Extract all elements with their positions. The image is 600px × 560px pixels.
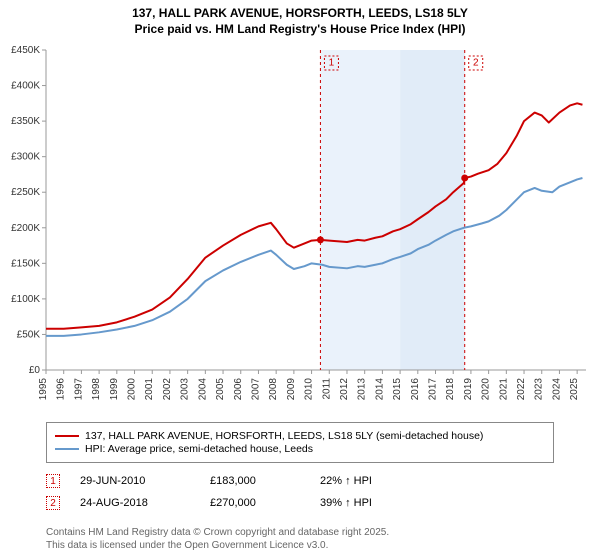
svg-text:2020: 2020 — [481, 378, 492, 401]
svg-text:2010: 2010 — [304, 378, 315, 401]
svg-text:£450K: £450K — [11, 45, 40, 56]
svg-text:2005: 2005 — [215, 378, 226, 401]
svg-text:£50K: £50K — [17, 329, 41, 340]
svg-text:£400K: £400K — [11, 81, 40, 92]
svg-text:2018: 2018 — [445, 378, 456, 401]
footer-line: This data is licensed under the Open Gov… — [46, 539, 389, 552]
legend-swatch — [55, 435, 79, 437]
svg-text:1998: 1998 — [91, 378, 102, 401]
svg-text:1995: 1995 — [38, 378, 49, 401]
legend-swatch — [55, 448, 79, 450]
sales-table: 1 29-JUN-2010 £183,000 22% ↑ HPI 2 24-AU… — [46, 470, 440, 514]
legend: 137, HALL PARK AVENUE, HORSFORTH, LEEDS,… — [46, 422, 554, 463]
svg-text:1999: 1999 — [109, 378, 120, 401]
svg-text:1996: 1996 — [56, 378, 67, 401]
svg-text:2009: 2009 — [286, 378, 297, 401]
svg-text:2012: 2012 — [339, 378, 350, 401]
footer-attribution: Contains HM Land Registry data © Crown c… — [46, 526, 389, 552]
sale-price: £270,000 — [210, 497, 320, 509]
svg-text:2019: 2019 — [463, 378, 474, 401]
sale-price: £183,000 — [210, 475, 320, 487]
title-line2: Price paid vs. HM Land Registry's House … — [0, 22, 600, 38]
svg-text:2023: 2023 — [534, 378, 545, 401]
svg-text:2016: 2016 — [410, 378, 421, 401]
svg-text:2: 2 — [473, 58, 479, 69]
svg-text:£100K: £100K — [11, 294, 40, 305]
sale-pct: 39% ↑ HPI — [320, 497, 440, 509]
svg-text:2025: 2025 — [569, 378, 580, 401]
svg-text:£350K: £350K — [11, 116, 40, 127]
footer-line: Contains HM Land Registry data © Crown c… — [46, 526, 389, 539]
svg-text:£0: £0 — [29, 365, 41, 376]
svg-text:2007: 2007 — [250, 378, 261, 401]
chart-title: 137, HALL PARK AVENUE, HORSFORTH, LEEDS,… — [0, 0, 600, 37]
svg-text:2008: 2008 — [268, 378, 279, 401]
sale-date: 24-AUG-2018 — [80, 497, 210, 509]
svg-text:2014: 2014 — [374, 378, 385, 401]
svg-text:2006: 2006 — [233, 378, 244, 401]
svg-text:£300K: £300K — [11, 152, 40, 163]
sale-date: 29-JUN-2010 — [80, 475, 210, 487]
legend-item: HPI: Average price, semi-detached house,… — [55, 443, 545, 455]
sale-marker: 1 — [46, 474, 60, 488]
svg-text:2013: 2013 — [357, 378, 368, 401]
svg-text:2017: 2017 — [428, 378, 439, 401]
sale-marker: 2 — [46, 496, 60, 510]
svg-text:2021: 2021 — [498, 378, 509, 401]
svg-text:1997: 1997 — [73, 378, 84, 401]
legend-label: 137, HALL PARK AVENUE, HORSFORTH, LEEDS,… — [85, 430, 483, 442]
svg-text:2011: 2011 — [321, 378, 332, 400]
svg-text:2022: 2022 — [516, 378, 527, 401]
legend-item: 137, HALL PARK AVENUE, HORSFORTH, LEEDS,… — [55, 430, 545, 442]
svg-text:£150K: £150K — [11, 258, 40, 269]
sale-row: 1 29-JUN-2010 £183,000 22% ↑ HPI — [46, 470, 440, 492]
svg-text:£250K: £250K — [11, 187, 40, 198]
title-line1: 137, HALL PARK AVENUE, HORSFORTH, LEEDS,… — [0, 6, 600, 22]
svg-text:2003: 2003 — [180, 378, 191, 401]
svg-text:£200K: £200K — [11, 223, 40, 234]
chart-svg: £0 £50K £100K £150K £200K £250K £300K £350K £400… — [0, 44, 600, 414]
svg-text:2000: 2000 — [127, 378, 138, 401]
legend-label: HPI: Average price, semi-detached house,… — [85, 443, 313, 455]
sale-row: 2 24-AUG-2018 £270,000 39% ↑ HPI — [46, 492, 440, 514]
svg-text:2024: 2024 — [551, 378, 562, 401]
svg-text:2004: 2004 — [197, 378, 208, 401]
svg-text:1: 1 — [329, 58, 335, 69]
svg-text:2015: 2015 — [392, 378, 403, 401]
sale-pct: 22% ↑ HPI — [320, 475, 440, 487]
svg-text:2002: 2002 — [162, 378, 173, 401]
chart-area: £0 £50K £100K £150K £200K £250K £300K £350K £400… — [0, 44, 600, 414]
svg-text:2001: 2001 — [144, 378, 155, 401]
